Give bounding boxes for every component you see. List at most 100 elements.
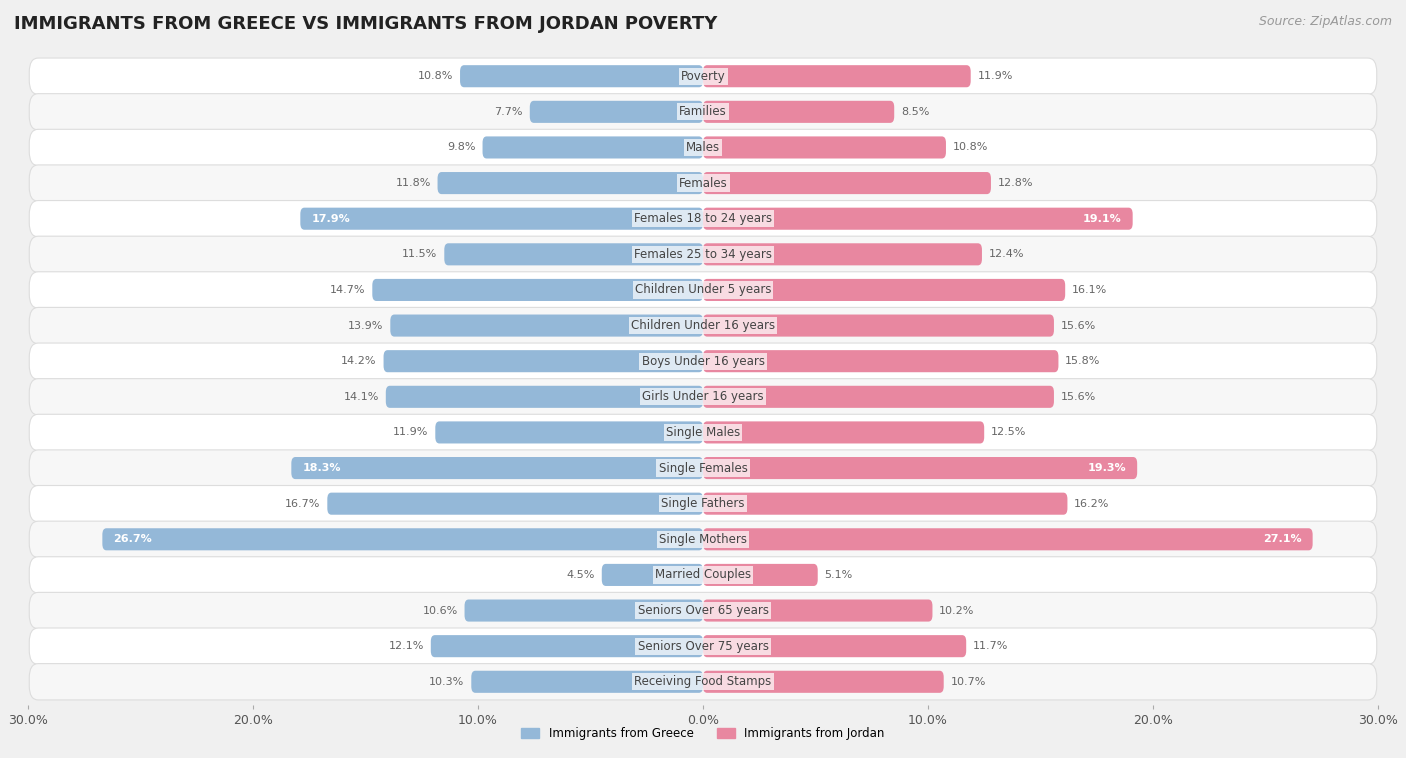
Text: Single Males: Single Males: [666, 426, 740, 439]
FancyBboxPatch shape: [703, 671, 943, 693]
Text: 12.8%: 12.8%: [998, 178, 1033, 188]
Text: Children Under 5 years: Children Under 5 years: [634, 283, 772, 296]
Text: 26.7%: 26.7%: [114, 534, 152, 544]
Text: 27.1%: 27.1%: [1263, 534, 1302, 544]
Text: Boys Under 16 years: Boys Under 16 years: [641, 355, 765, 368]
Text: 14.7%: 14.7%: [330, 285, 366, 295]
FancyBboxPatch shape: [482, 136, 703, 158]
FancyBboxPatch shape: [30, 236, 1376, 272]
Text: Seniors Over 65 years: Seniors Over 65 years: [637, 604, 769, 617]
Text: Single Females: Single Females: [658, 462, 748, 475]
FancyBboxPatch shape: [703, 386, 1054, 408]
FancyBboxPatch shape: [328, 493, 703, 515]
Text: 12.4%: 12.4%: [988, 249, 1024, 259]
FancyBboxPatch shape: [391, 315, 703, 337]
Text: Source: ZipAtlas.com: Source: ZipAtlas.com: [1258, 15, 1392, 28]
FancyBboxPatch shape: [30, 522, 1376, 557]
Text: Poverty: Poverty: [681, 70, 725, 83]
FancyBboxPatch shape: [103, 528, 703, 550]
Text: 18.3%: 18.3%: [302, 463, 342, 473]
FancyBboxPatch shape: [703, 457, 1137, 479]
Text: 12.1%: 12.1%: [388, 641, 425, 651]
FancyBboxPatch shape: [385, 386, 703, 408]
Text: 11.7%: 11.7%: [973, 641, 1008, 651]
Text: Girls Under 16 years: Girls Under 16 years: [643, 390, 763, 403]
Text: Females 18 to 24 years: Females 18 to 24 years: [634, 212, 772, 225]
FancyBboxPatch shape: [30, 663, 1376, 700]
FancyBboxPatch shape: [30, 592, 1376, 628]
FancyBboxPatch shape: [30, 94, 1376, 130]
Text: 15.6%: 15.6%: [1060, 392, 1095, 402]
FancyBboxPatch shape: [30, 165, 1376, 201]
Text: IMMIGRANTS FROM GREECE VS IMMIGRANTS FROM JORDAN POVERTY: IMMIGRANTS FROM GREECE VS IMMIGRANTS FRO…: [14, 15, 717, 33]
Text: 16.2%: 16.2%: [1074, 499, 1109, 509]
FancyBboxPatch shape: [703, 136, 946, 158]
FancyBboxPatch shape: [460, 65, 703, 87]
FancyBboxPatch shape: [471, 671, 703, 693]
Text: 10.8%: 10.8%: [953, 143, 988, 152]
Text: 16.1%: 16.1%: [1071, 285, 1107, 295]
FancyBboxPatch shape: [30, 415, 1376, 450]
FancyBboxPatch shape: [30, 379, 1376, 415]
FancyBboxPatch shape: [602, 564, 703, 586]
FancyBboxPatch shape: [444, 243, 703, 265]
FancyBboxPatch shape: [30, 486, 1376, 522]
Text: 8.5%: 8.5%: [901, 107, 929, 117]
FancyBboxPatch shape: [291, 457, 703, 479]
FancyBboxPatch shape: [30, 130, 1376, 166]
Text: Females: Females: [679, 177, 727, 190]
FancyBboxPatch shape: [703, 243, 981, 265]
Text: Females 25 to 34 years: Females 25 to 34 years: [634, 248, 772, 261]
Text: Married Couples: Married Couples: [655, 568, 751, 581]
Text: 5.1%: 5.1%: [824, 570, 852, 580]
FancyBboxPatch shape: [301, 208, 703, 230]
FancyBboxPatch shape: [703, 208, 1133, 230]
FancyBboxPatch shape: [703, 421, 984, 443]
Text: 17.9%: 17.9%: [312, 214, 350, 224]
FancyBboxPatch shape: [384, 350, 703, 372]
FancyBboxPatch shape: [373, 279, 703, 301]
FancyBboxPatch shape: [703, 350, 1059, 372]
Text: 11.9%: 11.9%: [977, 71, 1012, 81]
Text: 4.5%: 4.5%: [567, 570, 595, 580]
Text: Single Mothers: Single Mothers: [659, 533, 747, 546]
FancyBboxPatch shape: [703, 315, 1054, 337]
FancyBboxPatch shape: [703, 564, 818, 586]
FancyBboxPatch shape: [436, 421, 703, 443]
Text: Families: Families: [679, 105, 727, 118]
FancyBboxPatch shape: [30, 343, 1376, 379]
Text: 12.5%: 12.5%: [991, 428, 1026, 437]
Text: 19.3%: 19.3%: [1087, 463, 1126, 473]
Text: 19.1%: 19.1%: [1083, 214, 1122, 224]
FancyBboxPatch shape: [530, 101, 703, 123]
FancyBboxPatch shape: [30, 58, 1376, 95]
FancyBboxPatch shape: [703, 635, 966, 657]
Text: 13.9%: 13.9%: [349, 321, 384, 330]
FancyBboxPatch shape: [703, 528, 1313, 550]
Text: 11.9%: 11.9%: [394, 428, 429, 437]
FancyBboxPatch shape: [437, 172, 703, 194]
Text: 16.7%: 16.7%: [285, 499, 321, 509]
Text: 10.6%: 10.6%: [423, 606, 458, 615]
FancyBboxPatch shape: [703, 600, 932, 622]
FancyBboxPatch shape: [703, 172, 991, 194]
Text: 10.2%: 10.2%: [939, 606, 974, 615]
FancyBboxPatch shape: [30, 628, 1376, 664]
Text: 10.8%: 10.8%: [418, 71, 453, 81]
FancyBboxPatch shape: [464, 600, 703, 622]
Text: 11.5%: 11.5%: [402, 249, 437, 259]
Text: 14.1%: 14.1%: [343, 392, 380, 402]
FancyBboxPatch shape: [30, 557, 1376, 593]
Text: 10.3%: 10.3%: [429, 677, 464, 687]
FancyBboxPatch shape: [430, 635, 703, 657]
FancyBboxPatch shape: [703, 493, 1067, 515]
Text: 10.7%: 10.7%: [950, 677, 986, 687]
FancyBboxPatch shape: [30, 308, 1376, 343]
Text: Children Under 16 years: Children Under 16 years: [631, 319, 775, 332]
Text: Seniors Over 75 years: Seniors Over 75 years: [637, 640, 769, 653]
FancyBboxPatch shape: [30, 450, 1376, 486]
FancyBboxPatch shape: [703, 65, 970, 87]
Text: 15.6%: 15.6%: [1060, 321, 1095, 330]
Legend: Immigrants from Greece, Immigrants from Jordan: Immigrants from Greece, Immigrants from …: [516, 722, 890, 744]
Text: 14.2%: 14.2%: [342, 356, 377, 366]
